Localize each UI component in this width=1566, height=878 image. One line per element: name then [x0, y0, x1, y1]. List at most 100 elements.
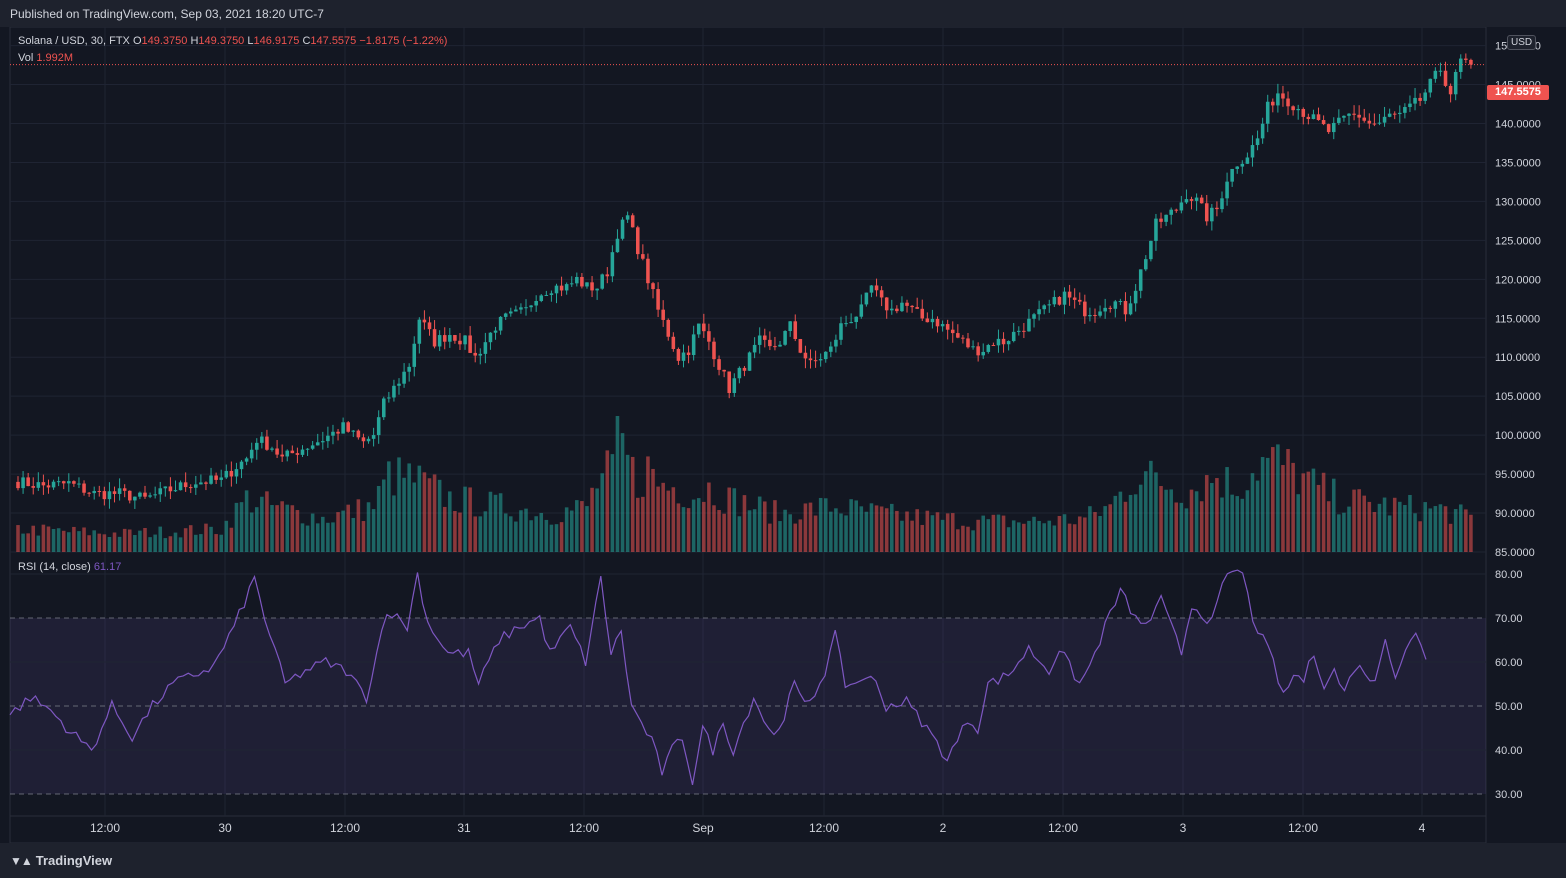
candle-body	[1296, 108, 1300, 111]
chart-area[interactable]: 12:00 30 12:00 31 12:00 Sep 12:00 2 12:00 3 12:00 4…	[0, 27, 1566, 843]
volume-bar	[595, 488, 599, 552]
candle-body	[529, 305, 533, 308]
volume-bar	[315, 523, 320, 552]
rsi-line	[9, 569, 1427, 786]
candle-body	[244, 458, 249, 462]
candle-body	[1255, 138, 1260, 146]
volume-bar	[666, 490, 671, 552]
candle-body	[285, 450, 290, 457]
volume-bar	[1011, 520, 1016, 552]
volume-bar	[1265, 457, 1270, 552]
volume-label[interactable]: Vol	[18, 52, 34, 64]
candle-body	[1159, 218, 1163, 222]
rsi-legend[interactable]: RSI (14, close) 61.17	[18, 561, 121, 573]
volume-bar	[956, 529, 960, 552]
candle-body	[290, 450, 295, 454]
candle-body	[1464, 58, 1468, 60]
time-tick-label: 31	[457, 821, 471, 835]
volume-bar	[605, 450, 610, 552]
volume-bar	[285, 504, 290, 552]
volume-bar	[1027, 520, 1031, 552]
volume-bar	[671, 487, 676, 552]
volume-bar	[498, 493, 503, 552]
volume-bar	[1098, 515, 1102, 552]
volume-bar	[508, 516, 513, 552]
volume-bar	[148, 537, 152, 552]
candle-body	[1210, 207, 1214, 222]
volume-bar	[341, 510, 345, 552]
volume-bar	[808, 502, 813, 552]
volume-bar	[991, 514, 996, 552]
volume-bar	[961, 525, 965, 552]
candle-body	[153, 494, 157, 496]
volume-bar	[798, 519, 803, 552]
candle-body	[41, 482, 46, 486]
volume-bar	[1347, 506, 1351, 552]
candle-body	[376, 417, 381, 436]
candle-body	[1052, 296, 1057, 305]
volume-bar	[1357, 489, 1361, 552]
symbol-legend[interactable]: Solana / USD, 30, FTX O149.3750 H149.375…	[18, 35, 447, 47]
volume-bar	[194, 534, 198, 552]
price-tick-label: 140.0000	[1495, 118, 1541, 130]
rsi-label[interactable]: RSI (14, close)	[18, 561, 91, 573]
candle-body	[87, 492, 91, 494]
volume-bar	[1235, 496, 1240, 552]
volume-bar	[559, 522, 564, 552]
volume-bar	[1062, 514, 1067, 552]
volume-bar	[1230, 494, 1234, 552]
candle-body	[1392, 113, 1397, 115]
candle-body	[808, 358, 813, 361]
candle-body	[732, 378, 737, 393]
candle-body	[1286, 98, 1290, 107]
candle-body	[798, 339, 803, 353]
time-tick-label: 12:00	[1048, 821, 1078, 835]
volume-bar	[1204, 475, 1209, 552]
volume-bar	[1220, 497, 1224, 552]
candle-body	[148, 495, 152, 497]
candle-body	[1291, 106, 1295, 111]
candle-body	[1047, 304, 1052, 306]
candle-body	[569, 283, 574, 285]
candle-body	[422, 319, 427, 323]
rsi-tick-label: 50.00	[1495, 701, 1523, 713]
volume-legend[interactable]: Vol 1.992M	[18, 52, 73, 64]
candle-body	[854, 316, 859, 323]
volume-bar	[823, 498, 828, 552]
symbol-name[interactable]: Solana / USD, 30, FTX	[18, 35, 130, 47]
volume-bar	[300, 523, 305, 552]
volume-bar	[224, 520, 229, 552]
volume-bar	[412, 482, 417, 552]
candle-body	[834, 339, 838, 347]
candle-body	[1453, 71, 1458, 95]
volume-bar	[1438, 504, 1443, 552]
candle-body	[793, 321, 798, 340]
candle-body	[676, 348, 681, 361]
candle-body	[818, 359, 823, 361]
volume-bar	[1286, 449, 1290, 552]
volume-bar	[890, 503, 894, 552]
candle-body	[351, 430, 356, 432]
candle-body	[194, 484, 198, 488]
volume-bar	[51, 528, 56, 552]
brand[interactable]: ▼▲ TradingView	[10, 853, 112, 868]
volume-bar	[1154, 472, 1158, 552]
candle-body	[1204, 203, 1209, 222]
volume-bar	[356, 499, 361, 552]
candle-body	[1098, 311, 1102, 316]
volume-bar	[387, 461, 391, 552]
volume-bar	[1403, 505, 1407, 552]
volume-bar	[407, 463, 411, 552]
volume-bar	[920, 524, 925, 552]
currency-badge[interactable]: USD	[1507, 35, 1537, 50]
candle-body	[260, 436, 264, 443]
volume-bar	[1423, 502, 1427, 552]
candle-body	[763, 335, 767, 340]
volume-bar	[752, 509, 757, 552]
volume-bar	[707, 482, 711, 552]
volume-bar	[884, 508, 889, 552]
candle-body	[966, 338, 970, 348]
open-value: 149.3750	[141, 35, 188, 47]
candle-body	[1199, 197, 1204, 204]
candle-body	[1057, 296, 1062, 305]
